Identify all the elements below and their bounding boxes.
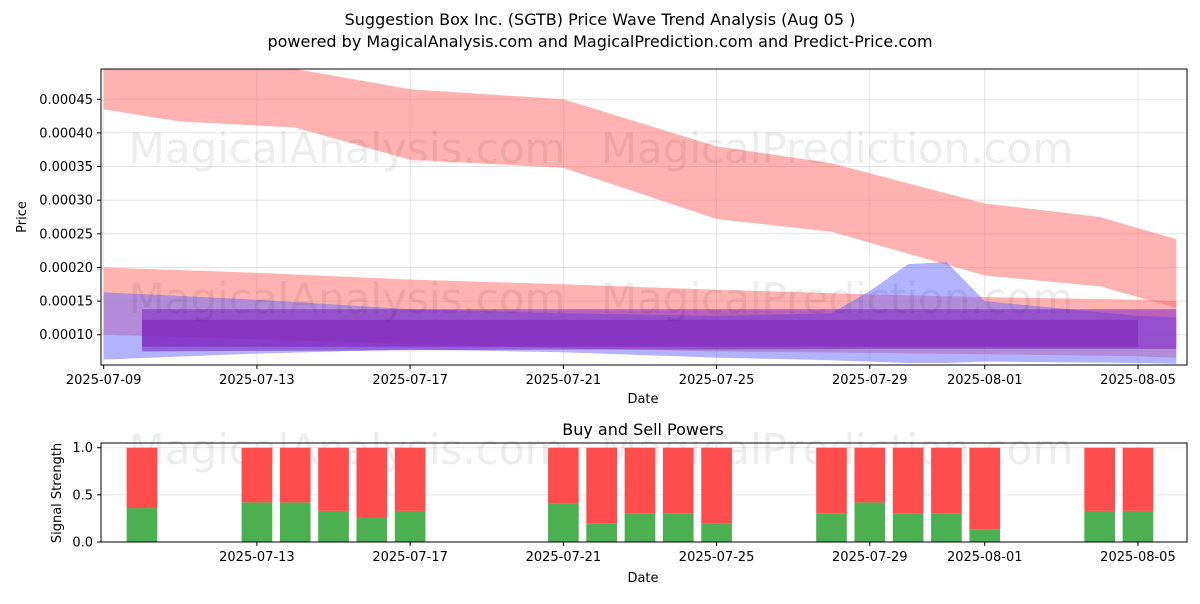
price-y-tick-label: 0.00010 xyxy=(39,328,93,343)
buy-bar xyxy=(394,510,426,542)
buy-bar xyxy=(624,513,656,542)
sell-bar xyxy=(394,447,426,511)
watermark-left: MagicalAnalysis.com xyxy=(129,124,566,173)
price-x-tick-label: 2025-07-17 xyxy=(372,373,448,388)
buy-bar xyxy=(241,502,273,542)
signal-chart-title: Buy and Sell Powers xyxy=(562,420,724,439)
signal-x-tick-label: 2025-07-17 xyxy=(372,550,448,565)
buy-bar xyxy=(318,510,349,542)
price-band-purple-4 xyxy=(142,319,1138,347)
sell-bar xyxy=(126,447,158,509)
signal-plot-frame xyxy=(100,442,1188,543)
sell-bar xyxy=(892,447,924,514)
price-y-tick-label: 0.00040 xyxy=(39,126,93,141)
price-plot-frame xyxy=(100,68,1188,366)
price-panel: MagicalAnalysis.com MagicalPrediction.co… xyxy=(15,68,1188,407)
sell-bar xyxy=(356,447,388,518)
watermark-right: MagicalPrediction.com xyxy=(601,124,1074,173)
price-x-ticks: 2025-07-09 2025-07-13 2025-07-17 2025-07-21… xyxy=(66,365,1176,388)
buy-bar xyxy=(969,529,1001,542)
chart-title: Suggestion Box Inc. (SGTB) Price Wave Tr… xyxy=(345,10,856,29)
price-x-tick-label: 2025-07-21 xyxy=(526,373,602,388)
price-x-tick-label: 2025-08-01 xyxy=(947,373,1023,388)
buy-bar xyxy=(816,513,847,542)
price-bands xyxy=(103,69,1177,364)
buy-bar xyxy=(701,523,732,542)
sell-bar xyxy=(816,447,847,514)
signal-y-tick-label: 0.0 xyxy=(72,536,93,551)
sell-bar xyxy=(854,447,886,503)
signal-y-tick-label: 0.5 xyxy=(72,488,93,503)
signal-x-tick-label: 2025-07-25 xyxy=(679,550,755,565)
sell-bar xyxy=(1122,447,1154,511)
price-x-tick-label: 2025-07-09 xyxy=(66,373,142,388)
sell-bar xyxy=(318,447,349,511)
price-y-tick-label: 0.00015 xyxy=(39,295,93,310)
price-y-tick-label: 0.00025 xyxy=(39,227,93,242)
sell-bar xyxy=(548,447,579,504)
signal-bars xyxy=(126,447,1154,542)
sell-bar xyxy=(241,447,273,503)
sell-bar xyxy=(586,447,617,524)
sell-bar xyxy=(624,447,656,514)
sell-bar xyxy=(969,447,1001,530)
sell-bar xyxy=(1084,447,1115,511)
sell-bar xyxy=(701,447,732,524)
signal-x-tick-label: 2025-08-01 xyxy=(947,550,1023,565)
buy-bar xyxy=(126,508,158,542)
buy-bar xyxy=(1084,510,1115,542)
buy-bar xyxy=(892,513,924,542)
price-x-tick-label: 2025-07-29 xyxy=(832,373,908,388)
signal-panel: Buy and Sell Powers MagicalAnalysis.com … xyxy=(50,420,1188,586)
buy-bar xyxy=(279,502,311,542)
watermark-right-2: MagicalPrediction.com xyxy=(601,274,1074,323)
signal-x-tick-label: 2025-07-21 xyxy=(526,550,602,565)
chart-subtitle: powered by MagicalAnalysis.com and Magic… xyxy=(267,32,932,51)
sell-bar xyxy=(931,447,962,514)
buy-bar xyxy=(356,517,388,542)
signal-y-axis-label: Signal Strength xyxy=(50,443,65,543)
signal-x-tick-label: 2025-07-13 xyxy=(219,550,295,565)
signal-x-tick-label: 2025-07-29 xyxy=(832,550,908,565)
buy-bar xyxy=(854,502,886,542)
price-y-tick-label: 0.00030 xyxy=(39,194,93,209)
sell-bar xyxy=(279,447,311,503)
price-y-ticks: 0.00010 0.00015 0.00020 0.00025 0.00030 0.000… xyxy=(39,93,101,343)
signal-y-tick-label: 1.0 xyxy=(72,441,93,456)
buy-bar xyxy=(662,513,694,542)
buy-bar xyxy=(548,503,579,542)
signal-x-ticks: 2025-07-13 2025-07-17 2025-07-21 2025-07-25… xyxy=(219,542,1176,565)
signal-x-axis-label: Date xyxy=(627,571,658,586)
price-band-red-0 xyxy=(103,69,1177,308)
price-x-tick-label: 2025-08-05 xyxy=(1100,373,1176,388)
price-x-axis-label: Date xyxy=(627,392,658,407)
price-y-axis-label: Price xyxy=(15,201,30,233)
price-x-tick-label: 2025-07-13 xyxy=(219,373,295,388)
signal-y-ticks: 0.0 0.5 1.0 xyxy=(72,441,101,551)
signal-x-tick-label: 2025-08-05 xyxy=(1100,550,1176,565)
watermark-left-2: MagicalAnalysis.com xyxy=(129,274,566,323)
price-x-tick-label: 2025-07-25 xyxy=(679,373,755,388)
buy-bar xyxy=(931,513,962,542)
buy-bar xyxy=(586,523,617,542)
sell-bar xyxy=(662,447,694,514)
price-y-tick-label: 0.00045 xyxy=(39,93,93,108)
price-y-tick-label: 0.00035 xyxy=(39,160,93,175)
price-y-tick-label: 0.00020 xyxy=(39,261,93,276)
buy-bar xyxy=(1122,510,1154,542)
